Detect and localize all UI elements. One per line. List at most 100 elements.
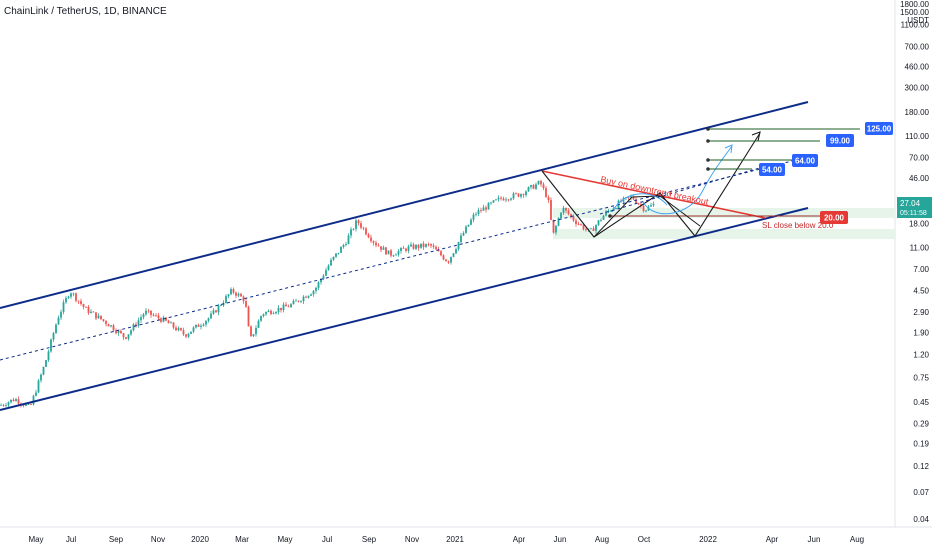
curved-arrow — [642, 145, 733, 215]
candle-body — [352, 228, 355, 230]
candle-body — [530, 185, 532, 188]
candle-body — [267, 310, 270, 312]
x-tick-label: Nov — [405, 535, 419, 544]
candle-body — [107, 324, 110, 327]
support-zone — [553, 229, 895, 239]
candle-body — [420, 243, 422, 248]
y-tick-label: 1100.00 — [901, 20, 930, 29]
candle-body — [400, 247, 402, 251]
candle-body — [167, 320, 170, 324]
candle-body — [147, 310, 150, 312]
candle-body — [220, 305, 222, 306]
candle-body — [132, 324, 135, 331]
candle-body — [102, 319, 105, 321]
candle-body — [510, 198, 512, 200]
candle-body — [650, 205, 652, 207]
candle-body — [557, 218, 560, 226]
candle-body — [357, 220, 360, 224]
candle-body — [340, 247, 342, 253]
candle-body — [125, 337, 127, 339]
candle-body — [25, 404, 27, 406]
candle-body — [427, 244, 430, 245]
y-tick-label: 1500.00 — [900, 8, 929, 17]
candle-body — [515, 193, 517, 195]
candle-body — [300, 301, 302, 302]
candle-body — [225, 296, 227, 303]
current-price-countdown: 05:11:58 — [900, 210, 927, 217]
candle-body — [2, 404, 5, 406]
current-price-box — [897, 197, 932, 218]
candle-body — [287, 306, 290, 308]
candle-body — [642, 205, 645, 212]
candle-body — [152, 314, 155, 316]
candle-body — [200, 325, 202, 327]
candle-body — [250, 326, 252, 337]
candle-body — [322, 275, 325, 279]
candle-body — [407, 246, 410, 251]
curved-arrowhead — [724, 144, 733, 154]
x-tick-label: 2022 — [699, 535, 717, 544]
candle-body — [350, 229, 352, 236]
candle-body — [462, 233, 465, 236]
y-tick-label: 70.00 — [909, 154, 930, 163]
candle-body — [405, 248, 407, 251]
candle-body — [505, 199, 507, 201]
current-price-value: 27.04 — [900, 199, 921, 208]
candle-body — [92, 311, 95, 313]
candle-body — [315, 287, 317, 291]
candle-body — [460, 235, 462, 243]
candle-body — [17, 399, 20, 404]
target-anchor — [706, 139, 710, 143]
candle-body — [90, 311, 92, 313]
candle-body — [355, 220, 357, 229]
candle-body — [452, 253, 455, 257]
candle-body — [212, 310, 215, 314]
x-tick-label: Oct — [638, 535, 651, 544]
y-tick-label: 700.00 — [905, 42, 930, 51]
candle-body — [82, 304, 85, 307]
candle-body — [490, 202, 492, 204]
candle-body — [577, 223, 580, 225]
candle-body — [477, 210, 480, 214]
candle-body — [635, 199, 637, 204]
candle-body — [500, 197, 502, 199]
candle-body — [555, 225, 557, 233]
candle-body — [582, 224, 585, 230]
candle-body — [475, 213, 477, 215]
candle-body — [77, 300, 80, 302]
price-level-badge — [759, 163, 785, 176]
candle-body — [525, 191, 527, 196]
candle-body — [447, 261, 450, 263]
candle-body — [87, 307, 90, 313]
candle-body — [30, 404, 32, 405]
candle-body — [72, 293, 75, 295]
candle-body — [467, 224, 470, 227]
candle-body — [402, 247, 405, 249]
chart-title: ChainLink / TetherUS, 1D, BINANCE — [4, 6, 167, 17]
candle-body — [202, 324, 205, 326]
candle-body — [172, 322, 175, 328]
candle-body — [450, 256, 452, 263]
candle-body — [487, 202, 490, 210]
lower-channel-line — [0, 207, 809, 411]
candle-body — [187, 333, 190, 337]
x-tick-label: Apr — [513, 535, 526, 544]
candle-body — [192, 327, 195, 332]
price-level-label: 125.00 — [867, 125, 892, 134]
candle-body — [360, 223, 362, 228]
candle-body — [240, 293, 242, 297]
candle-body — [547, 197, 550, 200]
candle-body — [297, 300, 300, 302]
candle-body — [387, 250, 390, 255]
candle-body — [150, 310, 152, 315]
y-tick-label: 4.50 — [913, 287, 929, 296]
candle-body — [295, 300, 297, 302]
candle-body — [190, 331, 192, 334]
candle-body — [305, 296, 307, 298]
candle-body — [632, 196, 635, 200]
candle-body — [100, 315, 102, 320]
candle-body — [37, 380, 40, 393]
candle-body — [65, 297, 67, 303]
candle-body — [145, 310, 147, 315]
